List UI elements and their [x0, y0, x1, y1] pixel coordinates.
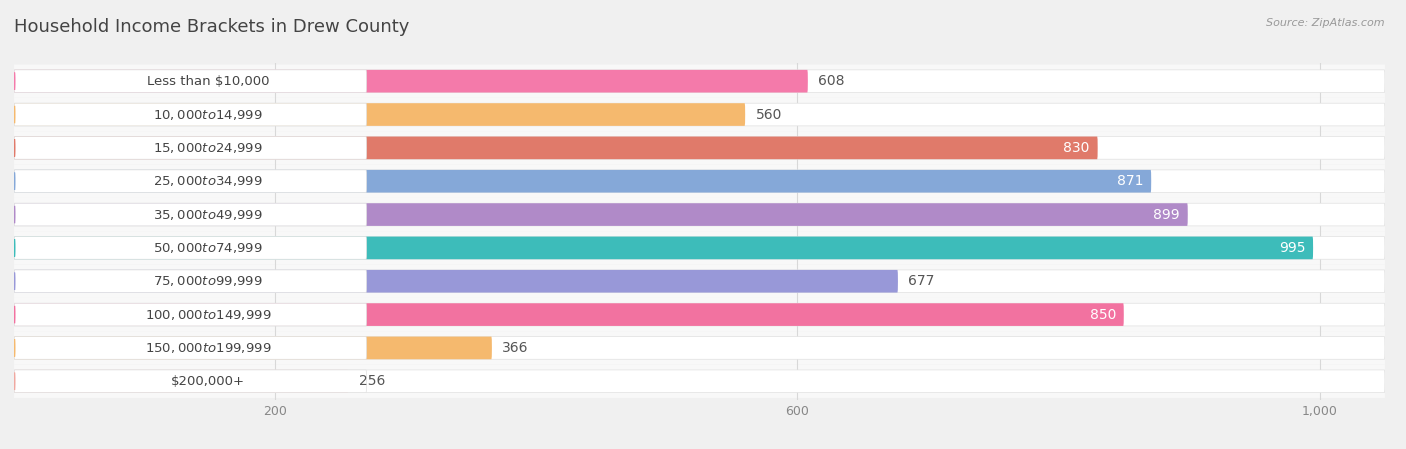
FancyBboxPatch shape — [14, 237, 1313, 259]
Text: Household Income Brackets in Drew County: Household Income Brackets in Drew County — [14, 18, 409, 36]
FancyBboxPatch shape — [14, 264, 1385, 298]
Text: 608: 608 — [818, 74, 845, 88]
FancyBboxPatch shape — [14, 303, 1123, 326]
Text: 899: 899 — [1153, 207, 1180, 221]
Text: 256: 256 — [359, 374, 385, 388]
Text: $150,000 to $199,999: $150,000 to $199,999 — [145, 341, 271, 355]
FancyBboxPatch shape — [14, 70, 1385, 92]
FancyBboxPatch shape — [14, 370, 1385, 392]
Text: 677: 677 — [908, 274, 935, 288]
Text: Less than $10,000: Less than $10,000 — [146, 75, 269, 88]
FancyBboxPatch shape — [14, 136, 1098, 159]
Text: 366: 366 — [502, 341, 529, 355]
FancyBboxPatch shape — [14, 365, 1385, 398]
FancyBboxPatch shape — [14, 303, 367, 326]
FancyBboxPatch shape — [14, 170, 367, 193]
FancyBboxPatch shape — [14, 203, 1385, 226]
FancyBboxPatch shape — [14, 337, 1385, 359]
FancyBboxPatch shape — [14, 103, 367, 126]
FancyBboxPatch shape — [14, 331, 1385, 365]
Text: $15,000 to $24,999: $15,000 to $24,999 — [153, 141, 263, 155]
FancyBboxPatch shape — [14, 198, 1385, 231]
Text: $10,000 to $14,999: $10,000 to $14,999 — [153, 108, 263, 122]
FancyBboxPatch shape — [14, 70, 367, 92]
FancyBboxPatch shape — [14, 103, 1385, 126]
FancyBboxPatch shape — [14, 337, 492, 359]
FancyBboxPatch shape — [14, 70, 808, 92]
FancyBboxPatch shape — [14, 270, 898, 293]
FancyBboxPatch shape — [14, 270, 1385, 293]
FancyBboxPatch shape — [14, 337, 367, 359]
FancyBboxPatch shape — [14, 231, 1385, 264]
FancyBboxPatch shape — [14, 136, 1385, 159]
FancyBboxPatch shape — [14, 65, 1385, 98]
FancyBboxPatch shape — [14, 136, 367, 159]
FancyBboxPatch shape — [14, 370, 367, 392]
Text: $100,000 to $149,999: $100,000 to $149,999 — [145, 308, 271, 321]
FancyBboxPatch shape — [14, 203, 367, 226]
FancyBboxPatch shape — [14, 270, 367, 293]
FancyBboxPatch shape — [14, 303, 1385, 326]
Text: 830: 830 — [1063, 141, 1090, 155]
FancyBboxPatch shape — [14, 237, 1385, 259]
FancyBboxPatch shape — [14, 237, 367, 259]
FancyBboxPatch shape — [14, 298, 1385, 331]
Text: 560: 560 — [755, 108, 782, 122]
FancyBboxPatch shape — [14, 170, 1152, 193]
FancyBboxPatch shape — [14, 131, 1385, 164]
FancyBboxPatch shape — [14, 98, 1385, 131]
FancyBboxPatch shape — [14, 103, 745, 126]
Text: Source: ZipAtlas.com: Source: ZipAtlas.com — [1267, 18, 1385, 28]
Text: 995: 995 — [1279, 241, 1305, 255]
Text: 850: 850 — [1090, 308, 1116, 321]
Text: 871: 871 — [1116, 174, 1143, 188]
Text: $35,000 to $49,999: $35,000 to $49,999 — [153, 207, 263, 221]
FancyBboxPatch shape — [14, 203, 1188, 226]
Text: $200,000+: $200,000+ — [172, 375, 245, 388]
FancyBboxPatch shape — [14, 370, 349, 392]
Text: $25,000 to $34,999: $25,000 to $34,999 — [153, 174, 263, 188]
FancyBboxPatch shape — [14, 164, 1385, 198]
FancyBboxPatch shape — [14, 170, 1385, 193]
Text: $50,000 to $74,999: $50,000 to $74,999 — [153, 241, 263, 255]
Text: $75,000 to $99,999: $75,000 to $99,999 — [153, 274, 263, 288]
